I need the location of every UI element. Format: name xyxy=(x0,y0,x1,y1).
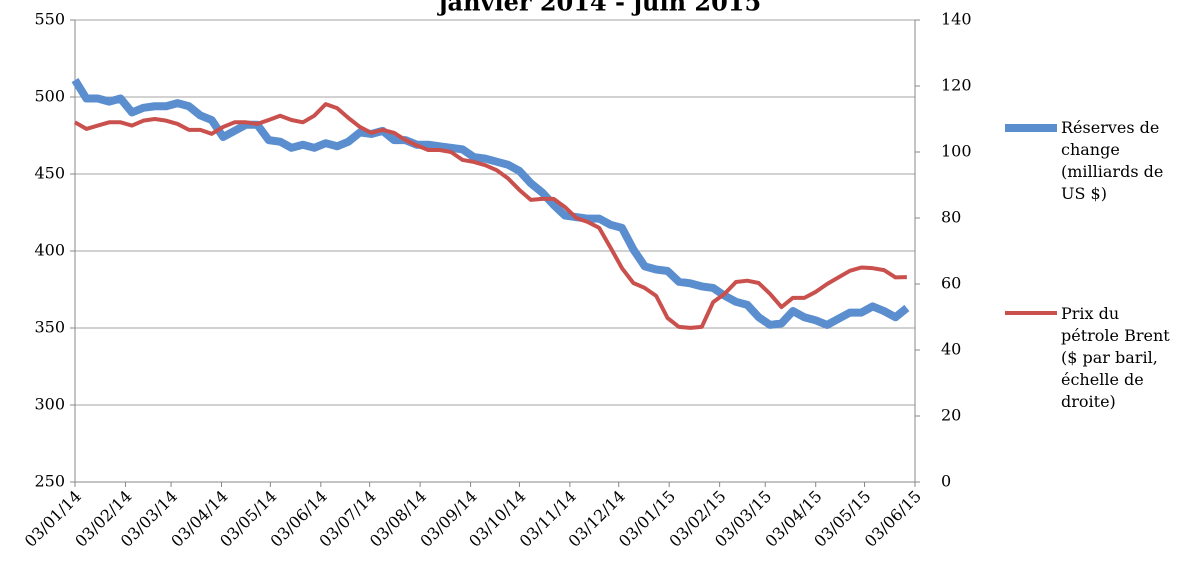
y2-tick-label: 80 xyxy=(941,208,961,227)
series-line xyxy=(73,102,907,330)
legend-label: Prix du pétrole Brent ($ par baril, éche… xyxy=(1061,304,1170,411)
y2-tick-label: 100 xyxy=(941,142,972,161)
series-line xyxy=(71,77,910,329)
chart-title: janvier 2014 - juin 2015 xyxy=(437,0,761,17)
y-tick-label: 350 xyxy=(34,318,65,337)
y-tick-label: 400 xyxy=(34,241,65,260)
y-tick-label: 300 xyxy=(34,395,65,414)
legend-label: Réserves de change (milliards de US $) xyxy=(1061,118,1164,203)
y-tick-label: 450 xyxy=(34,164,65,183)
y2-tick-label: 0 xyxy=(941,472,951,491)
y2-tick-label: 140 xyxy=(941,10,972,29)
y2-tick-label: 60 xyxy=(941,274,961,293)
y2-tick-label: 40 xyxy=(941,340,961,359)
y-tick-label: 550 xyxy=(34,10,65,29)
y-tick-label: 500 xyxy=(34,87,65,106)
y2-tick-label: 20 xyxy=(941,406,961,425)
y2-tick-label: 120 xyxy=(941,76,972,95)
y-tick-label: 250 xyxy=(34,472,65,491)
